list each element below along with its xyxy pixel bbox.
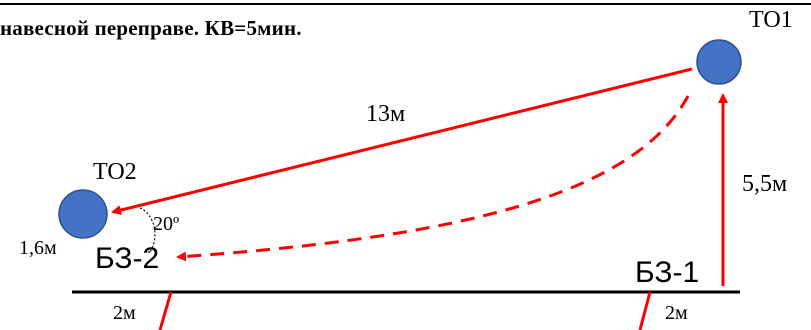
bz2-label: БЗ-2 bbox=[95, 242, 160, 275]
to1-node-circle bbox=[696, 39, 742, 85]
to2-node-circle bbox=[58, 189, 108, 239]
bz1-offset-label: 2м bbox=[665, 302, 688, 324]
angle-label: 20º bbox=[153, 213, 180, 235]
bz1-label: БЗ-1 bbox=[635, 256, 700, 289]
rope-length-label: 13м bbox=[366, 101, 406, 127]
to1-label: ТО1 bbox=[749, 7, 793, 33]
to2-height-label: 1,6м bbox=[19, 237, 57, 259]
bz2-offset-mark bbox=[158, 291, 173, 330]
return-dashed-arrow bbox=[176, 95, 690, 262]
angle-arc bbox=[139, 207, 156, 253]
bz1-offset-mark bbox=[638, 291, 652, 330]
to1-height-label: 5,5м bbox=[742, 171, 788, 197]
to2-label: ТО2 bbox=[93, 159, 137, 185]
rope-arrow bbox=[111, 67, 693, 215]
bz2-offset-label: 2м bbox=[113, 302, 136, 324]
diagram-title: навесной переправе. КВ=5мин. bbox=[0, 16, 302, 40]
top-border-line bbox=[0, 3, 811, 5]
